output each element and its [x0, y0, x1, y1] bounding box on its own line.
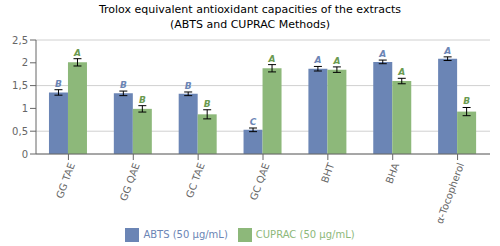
svg-text:A: A: [397, 67, 405, 77]
svg-text:2: 2: [22, 57, 28, 68]
svg-text:BHA: BHA: [384, 161, 402, 185]
svg-text:GG TAE: GG TAE: [54, 161, 77, 200]
svg-text:A: A: [378, 49, 386, 59]
svg-text:A: A: [313, 55, 321, 65]
svg-text:GC TAE: GC TAE: [184, 161, 207, 199]
svg-text:A: A: [73, 48, 81, 58]
html-text:Trolox equivalent antioxidant: Trolox equivalent antioxidant capacities…: [98, 3, 402, 16]
html-text:CUPRAC (50 μg/mL): CUPRAC (50 μg/mL): [255, 229, 355, 240]
svg-text:0: 0: [22, 149, 28, 160]
svg-text:0,5: 0,5: [12, 126, 28, 137]
svg-text:B: B: [120, 80, 127, 90]
svg-text:2,5: 2,5: [12, 35, 28, 46]
svg-text:BHT: BHT: [319, 161, 337, 185]
svg-text:1,5: 1,5: [12, 80, 28, 91]
svg-text:A: A: [443, 46, 451, 56]
svg-text:C: C: [250, 117, 257, 127]
svg-text:GC QAE: GC QAE: [248, 161, 272, 201]
svg-text:A: A: [332, 56, 340, 66]
svg-text:1: 1: [22, 103, 28, 114]
svg-text:B: B: [185, 81, 192, 91]
html-text:(ABTS and CUPRAC Methods): (ABTS and CUPRAC Methods): [169, 18, 330, 31]
svg-text:B: B: [463, 96, 470, 106]
svg-text:A: A: [268, 54, 276, 64]
svg-text:B: B: [139, 95, 146, 105]
svg-text:α-Tocopherol: α-Tocopherol: [434, 161, 466, 225]
svg-text:B: B: [204, 99, 211, 109]
svg-text:GG QAE: GG QAE: [118, 161, 142, 202]
svg-text:B: B: [55, 79, 62, 89]
html-text:ABTS (50 μg/mL): ABTS (50 μg/mL): [143, 229, 228, 240]
